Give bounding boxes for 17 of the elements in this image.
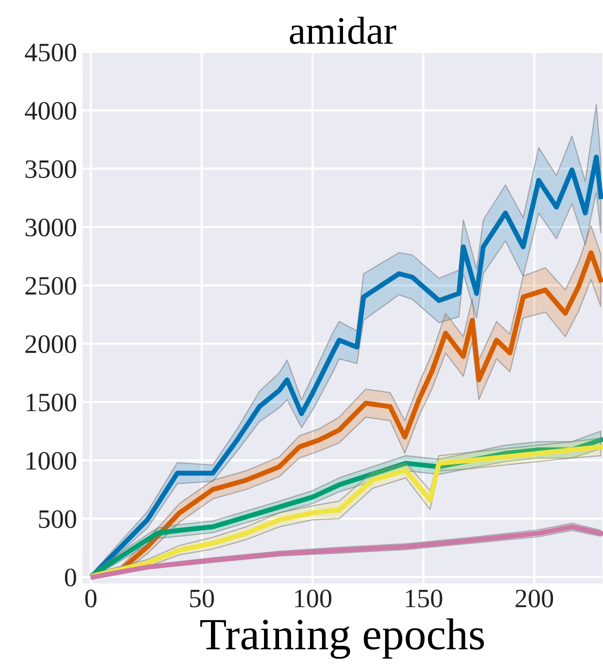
x-tick-label: 50: [190, 590, 214, 608]
chart-title: amidar: [290, 16, 396, 44]
y-tick-label: 0: [64, 568, 76, 586]
y-tick-label: 2000: [26, 335, 76, 354]
x-tick-label: 200: [516, 590, 554, 608]
y-tick-label: 4000: [24, 102, 76, 120]
y-tick-label: 3500: [26, 160, 76, 178]
y-tick-label: 500: [39, 510, 76, 528]
x-axis-title: Training epochs: [200, 618, 484, 659]
y-tick-label: 2500: [26, 276, 76, 295]
x-tick-label: 150: [406, 590, 442, 608]
y-tick-label: 1000: [26, 452, 76, 470]
x-tick-label: 0: [85, 590, 96, 608]
x-tick-label: 100: [295, 590, 332, 608]
y-tick-label: 4500: [24, 44, 76, 62]
y-tick-label: 3000: [26, 218, 76, 236]
y-tick-label: 1500: [26, 394, 76, 412]
